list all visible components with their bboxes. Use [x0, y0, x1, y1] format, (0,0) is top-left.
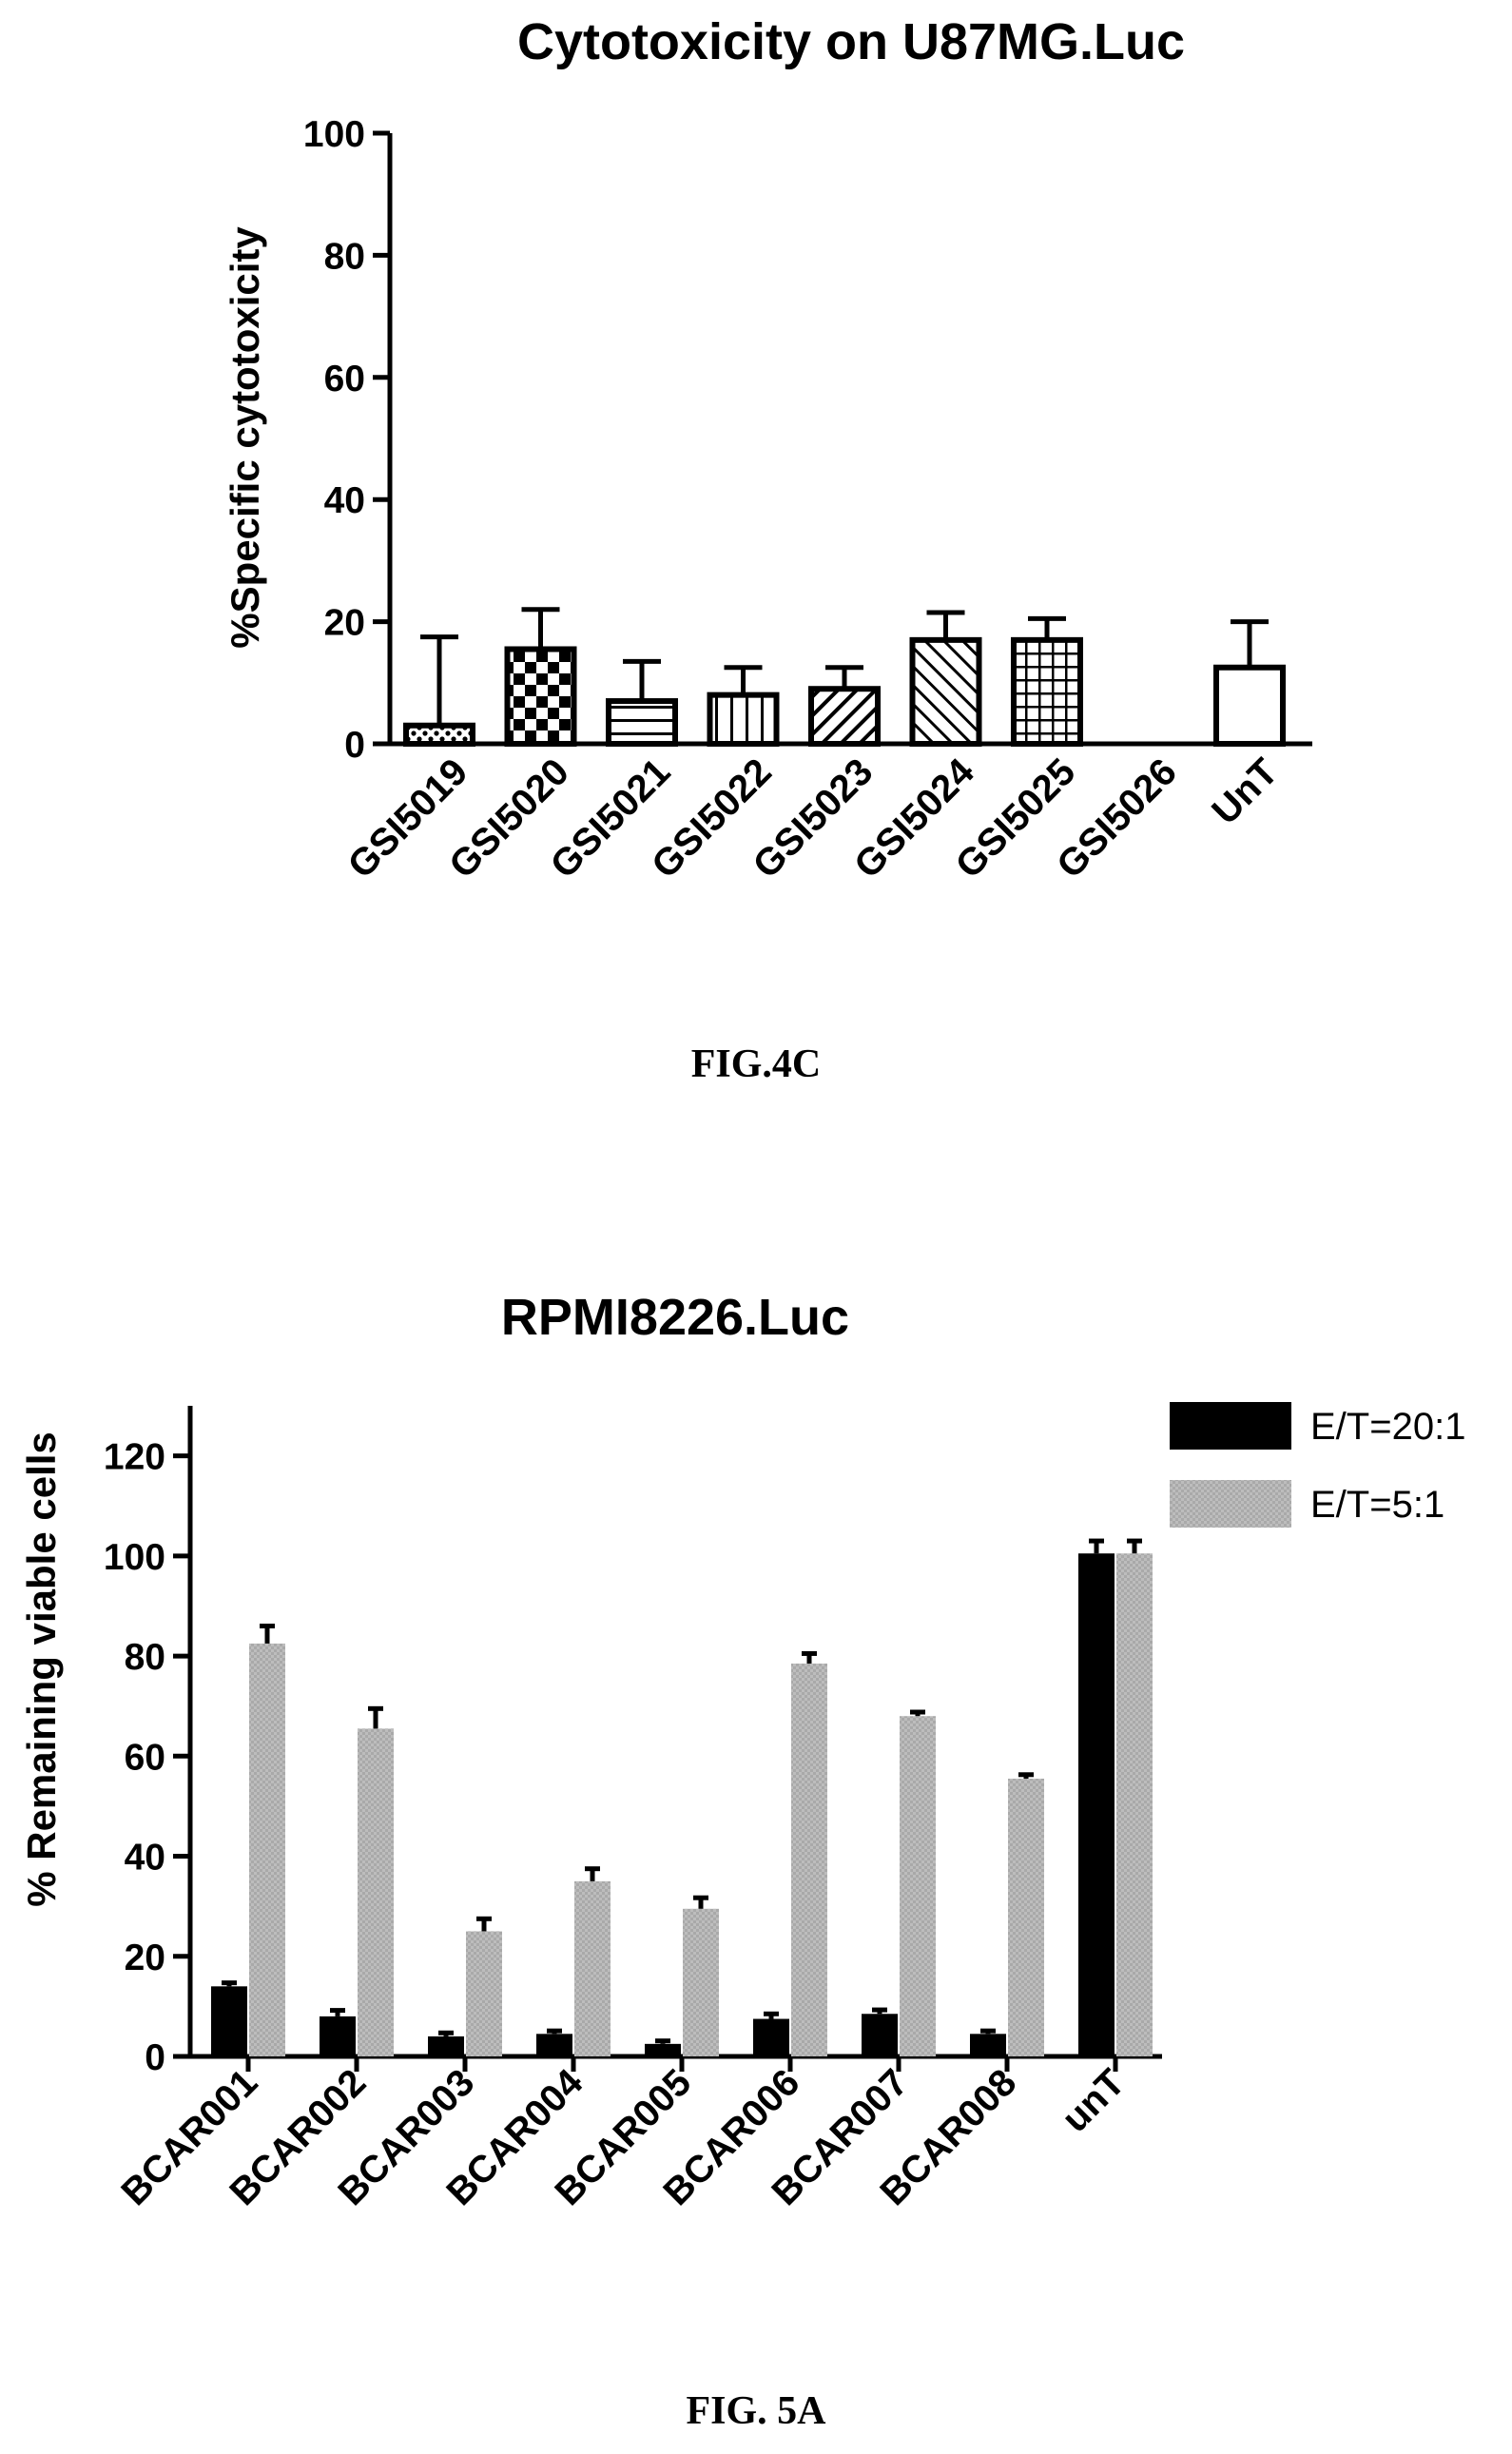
chart1-bar-gsi5021 [606, 698, 678, 747]
chart2-bar-bcar006-s1 [753, 2018, 789, 2056]
chart-cytotoxicity: Cytotoxicity on U87MG.Luc %Specific cyto… [223, 13, 1312, 1086]
chart1-bar-gsi5024 [909, 636, 982, 747]
chart1-y-tick-label: 60 [324, 359, 365, 399]
chart1-caption: FIG.4C [691, 1042, 822, 1086]
chart2-bar-bcar006-s2 [791, 1663, 827, 2056]
chart2-y-tick-label: 60 [125, 1737, 165, 1778]
chart2-bar-bcar003-s1 [428, 2035, 464, 2056]
chart1-x-tick-label: UnT [1204, 750, 1286, 832]
legend-swatch-series-1 [1170, 1402, 1291, 1450]
chart2-bar-unt-s2 [1116, 1553, 1153, 2056]
chart2-bar-bcar002-s2 [358, 1728, 394, 2056]
chart1-bar-gsi5020 [504, 646, 577, 747]
chart1-bar-gsi5022 [707, 691, 780, 748]
chart2-bar-bcar001-s1 [211, 1986, 247, 2056]
chart2-bar-bcar001-s2 [249, 1643, 285, 2056]
chart1-y-axis-label: %Specific cytotoxicity [223, 226, 267, 649]
chart2-x-tick-label: unT [1054, 2061, 1133, 2140]
chart2-bar-bcar007-s2 [900, 1716, 936, 2056]
chart2-caption: FIG. 5A [687, 2389, 827, 2433]
chart2-y-tick-label: 0 [145, 2037, 165, 2078]
chart2-y-tick-label: 100 [104, 1537, 165, 1578]
chart2-y-axis-label: % Remaining viable cells [19, 1432, 64, 1907]
chart1-title: Cytotoxicity on U87MG.Luc [517, 13, 1185, 70]
chart1-bar-gsi5025 [1011, 636, 1083, 747]
chart2-bar-bcar005-s1 [645, 2043, 681, 2056]
chart1-y-tick-label: 100 [303, 114, 365, 155]
chart2-y-tick-label: 80 [125, 1637, 165, 1678]
legend-swatch-series-2 [1170, 1480, 1291, 1528]
chart2-bar-bcar008-s2 [1008, 1778, 1044, 2056]
chart1-bar-gsi5023 [808, 686, 881, 747]
chart1-y-tick-label: 20 [324, 603, 365, 644]
chart1-bar-unt [1213, 664, 1286, 747]
chart1-y-tick-label: 80 [324, 236, 365, 277]
chart1-y-tick-label: 40 [324, 480, 365, 521]
chart2-bar-bcar004-s1 [536, 2034, 572, 2056]
legend-label-series-2: E/T=5:1 [1310, 1484, 1444, 1526]
chart1-bars: GSI5019GSI5020GSI5021GSI5022GSI5023GSI50… [340, 607, 1286, 886]
chart2-title: RPMI8226.Luc [501, 1289, 849, 1346]
chart2-bar-bcar002-s1 [320, 2016, 356, 2056]
chart2-bar-bcar005-s2 [683, 1908, 719, 2056]
chart2-y-tick-label: 120 [104, 1437, 165, 1478]
chart2-legend: E/T=20:1 E/T=5:1 [1170, 1402, 1465, 1528]
chart1-axes: 0 20 40 60 80 100 [303, 114, 1312, 766]
chart2-bar-bcar008-s1 [970, 2034, 1006, 2056]
chart2-y-tick-label: 20 [125, 1938, 165, 1978]
chart1-bar-gsi5019 [403, 722, 475, 747]
chart-rpmi: RPMI8226.Luc % Remaining viable cells 0 2… [19, 1289, 1465, 2433]
chart2-y-tick-label: 40 [125, 1838, 165, 1879]
chart2-bar-bcar004-s2 [574, 1880, 611, 2056]
legend-label-series-1: E/T=20:1 [1310, 1406, 1465, 1448]
chart1-y-tick-label: 0 [344, 725, 365, 766]
chart2-bar-bcar007-s1 [862, 2014, 898, 2056]
chart2-bar-bcar003-s2 [466, 1931, 502, 2056]
chart2-bar-unt-s1 [1078, 1553, 1115, 2056]
chart2-bars: BCAR001BCAR002BCAR003BCAR004BCAR005BCAR0… [113, 1538, 1153, 2213]
